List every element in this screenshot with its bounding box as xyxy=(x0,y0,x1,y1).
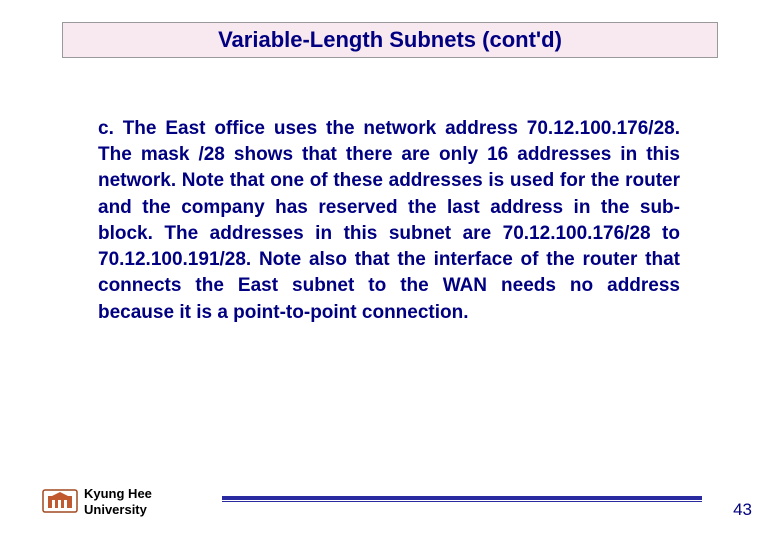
slide-title: Variable-Length Subnets (cont'd) xyxy=(218,27,562,53)
university-name-line2: University xyxy=(84,502,152,518)
slide-footer: Kyung Hee University 43 xyxy=(0,470,780,520)
university-logo-icon xyxy=(42,486,78,514)
university-name: Kyung Hee University xyxy=(84,486,152,519)
university-name-line1: Kyung Hee xyxy=(84,486,152,502)
body-paragraph: c. The East office uses the network addr… xyxy=(98,116,680,326)
footer-rule-thick xyxy=(222,496,702,500)
slide-title-bar: Variable-Length Subnets (cont'd) xyxy=(62,22,718,58)
page-number: 43 xyxy=(733,500,752,520)
footer-rule-thin xyxy=(222,501,702,502)
footer-rule xyxy=(222,496,702,502)
